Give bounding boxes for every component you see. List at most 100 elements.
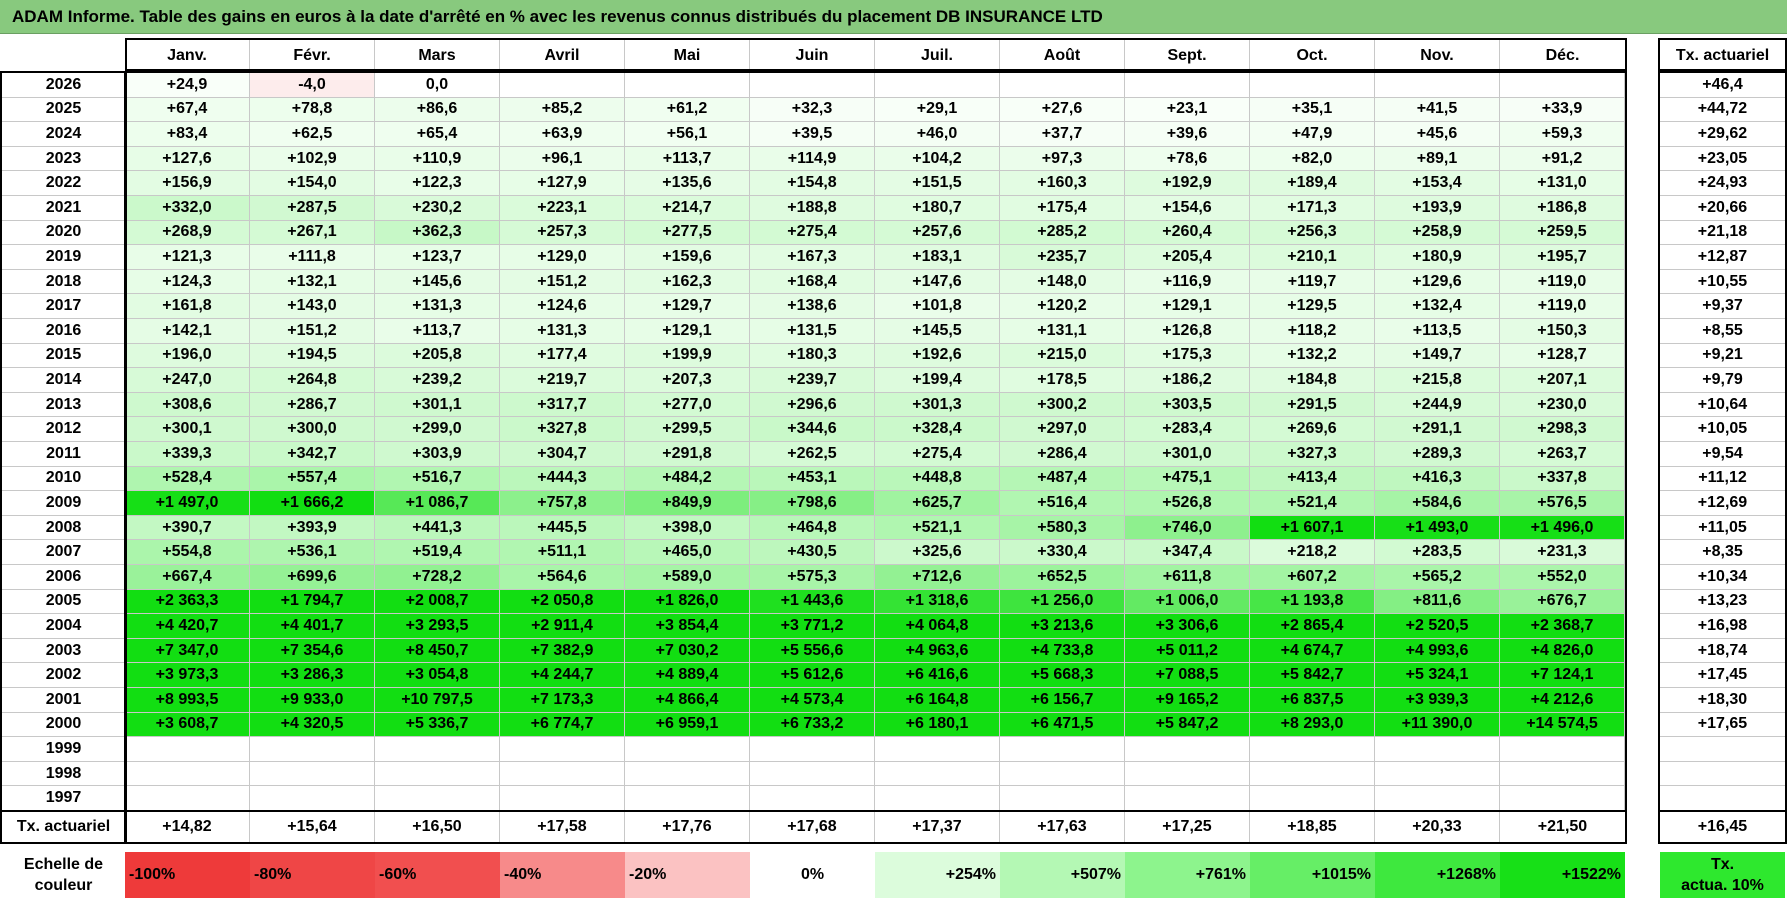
table-cell: +3 854,4 — [625, 614, 750, 639]
table-cell: +3 608,7 — [125, 712, 250, 738]
table-cell: +390,7 — [125, 515, 250, 541]
table-cell: +46,0 — [875, 122, 1000, 147]
table-cell: +135,6 — [625, 171, 750, 196]
row-tx-actuariel: +12,87 — [1660, 245, 1785, 270]
table-cell — [500, 73, 625, 98]
table-cell: +122,3 — [375, 171, 500, 196]
year-label: 1999 — [2, 737, 125, 762]
table-cell: +6 164,8 — [875, 688, 1000, 713]
table-cell: +3 054,8 — [375, 663, 500, 688]
table-cell: +3 293,5 — [375, 614, 500, 639]
row-tx-actuariel — [1660, 737, 1785, 762]
table-cell: +1 256,0 — [1000, 589, 1125, 615]
table-cell: +298,3 — [1500, 417, 1625, 442]
table-cell — [625, 761, 750, 787]
table-cell: +186,8 — [1500, 196, 1625, 221]
table-cell: +7 088,5 — [1125, 663, 1250, 688]
table-cell — [1375, 73, 1500, 98]
row-tx-actuariel: +10,34 — [1660, 565, 1785, 590]
table-cell: +5 842,7 — [1250, 663, 1375, 688]
table-cell: +215,8 — [1375, 368, 1500, 393]
table-cell: +552,0 — [1500, 565, 1625, 590]
table-cell: +325,6 — [875, 540, 1000, 565]
month-header: Janv. — [125, 40, 250, 71]
row-tx-actuariel: +16,98 — [1660, 614, 1785, 639]
footer-month-value: +15,64 — [250, 812, 375, 842]
year-label: 2018 — [2, 270, 125, 295]
table-cell: +1 193,8 — [1250, 589, 1375, 615]
table-cell: +413,4 — [1250, 466, 1375, 492]
table-cell: +308,6 — [125, 392, 250, 418]
table-cell: +811,6 — [1375, 589, 1500, 615]
legend-swatch: -100% — [125, 852, 250, 898]
table-cell — [1375, 737, 1500, 762]
month-header: Août — [1000, 40, 1125, 71]
footer-month-value: +17,58 — [500, 812, 625, 842]
table-cell: +330,4 — [1000, 540, 1125, 565]
table-cell: +259,5 — [1500, 220, 1625, 246]
table-cell — [625, 73, 750, 98]
table-cell: +277,0 — [625, 392, 750, 418]
table-cell: +85,2 — [500, 97, 625, 123]
table-cell: +6 416,6 — [875, 663, 1000, 688]
table-cell: +6 733,2 — [750, 712, 875, 738]
table-cell: +124,3 — [125, 269, 250, 295]
table-cell: +65,4 — [375, 122, 500, 147]
table-cell — [875, 786, 1000, 811]
table-cell: +168,4 — [750, 269, 875, 295]
table-cell: +297,0 — [1000, 417, 1125, 442]
table-cell: +247,0 — [125, 368, 250, 393]
table-cell: +9 933,0 — [250, 688, 375, 713]
row-tx-actuariel: +20,66 — [1660, 196, 1785, 221]
row-tx-actuariel: +29,62 — [1660, 122, 1785, 147]
table-cell: +129,5 — [1250, 294, 1375, 319]
table-cell: +205,8 — [375, 343, 500, 369]
table-cell: +554,8 — [125, 540, 250, 565]
row-tx-actuariel: +10,55 — [1660, 270, 1785, 295]
table-cell: +194,5 — [250, 343, 375, 369]
table-cell: +291,1 — [1375, 417, 1500, 442]
year-label: 2010 — [2, 467, 125, 492]
table-cell: +5 668,3 — [1000, 663, 1125, 688]
table-cell: +286,4 — [1000, 442, 1125, 467]
table-cell: +4 826,0 — [1500, 638, 1625, 664]
table-cell: +231,3 — [1500, 540, 1625, 565]
table-cell: +511,1 — [500, 540, 625, 565]
year-label: 2006 — [2, 565, 125, 590]
table-cell: +5 612,6 — [750, 663, 875, 688]
table-cell: +1 086,7 — [375, 491, 500, 516]
table-cell: +757,8 — [500, 491, 625, 516]
table-cell: +235,7 — [1000, 245, 1125, 270]
table-cell — [750, 786, 875, 811]
table-cell: +4 993,6 — [1375, 638, 1500, 664]
table-cell: +78,8 — [250, 97, 375, 123]
month-header: Sept. — [1125, 40, 1250, 71]
table-cell — [500, 737, 625, 762]
footer-month-value: +17,37 — [875, 812, 1000, 842]
table-cell: +178,5 — [1000, 368, 1125, 393]
table-cell: +277,5 — [625, 220, 750, 246]
table-cell: +1 794,7 — [250, 589, 375, 615]
legend-tx-swatch: Tx. actua. 10% — [1660, 852, 1785, 898]
table-cell: +299,0 — [375, 417, 500, 442]
table-cell: +7 347,0 — [125, 638, 250, 664]
table-cell: +183,1 — [875, 245, 1000, 270]
table-cell: +301,3 — [875, 392, 1000, 418]
table-cell: +475,1 — [1125, 466, 1250, 492]
table-cell: +199,9 — [625, 343, 750, 369]
table-cell: +89,1 — [1375, 146, 1500, 172]
table-cell — [1250, 737, 1375, 762]
table-cell: +23,1 — [1125, 97, 1250, 123]
row-tx-actuariel: +46,4 — [1660, 73, 1785, 98]
table-cell: +6 471,5 — [1000, 712, 1125, 738]
table-cell: +6 156,7 — [1000, 688, 1125, 713]
table-cell: +119,0 — [1500, 269, 1625, 295]
table-cell: +4 212,6 — [1500, 688, 1625, 713]
legend-swatch: +1268% — [1375, 852, 1500, 898]
table-cell — [250, 737, 375, 762]
table-cell: +118,2 — [1250, 319, 1375, 344]
table-cell: +4 244,7 — [500, 663, 625, 688]
table-cell — [875, 737, 1000, 762]
month-header: Févr. — [250, 40, 375, 71]
table-cell: +96,1 — [500, 146, 625, 172]
